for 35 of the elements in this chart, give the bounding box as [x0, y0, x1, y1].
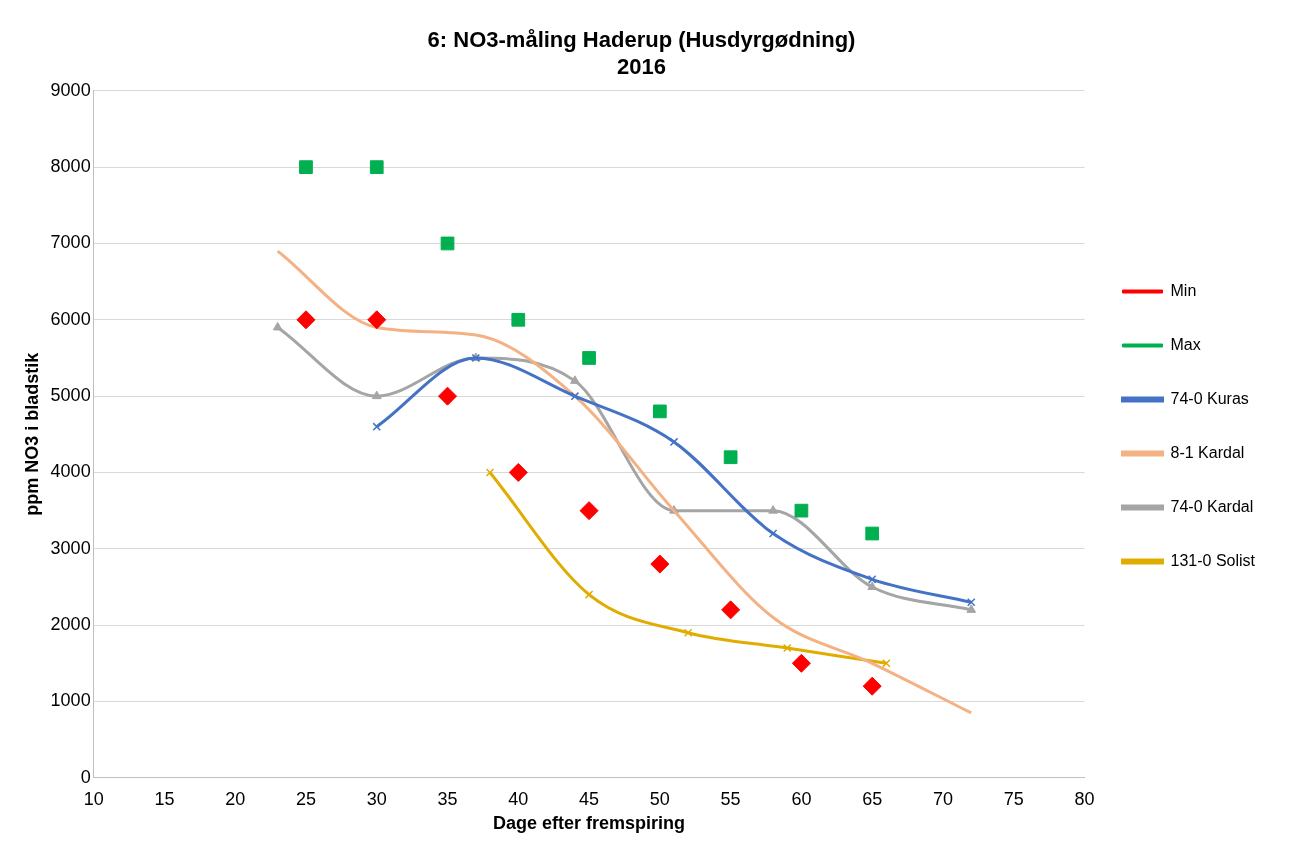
x-tick-label: 20 [225, 788, 246, 809]
y-tick-label: 5000 [50, 385, 91, 406]
x-axis-title: Dage efter fremspiring [493, 813, 686, 834]
text: 6: NO3-måling Haderup (Husdyrgødning) [427, 27, 856, 53]
x-tick-label: 50 [649, 788, 670, 809]
y-tick-label: 8000 [50, 156, 91, 177]
x-tick-label: 15 [154, 788, 175, 809]
x-tick-label: 25 [295, 788, 316, 809]
x-tick-label: 40 [508, 788, 529, 809]
y-tick-label: 6000 [50, 308, 91, 329]
x-tick-label: 45 [579, 788, 600, 809]
y-tick-label: 4000 [50, 461, 91, 482]
x-tick-label: 35 [437, 788, 458, 809]
y-tick-label: 7000 [50, 232, 91, 253]
legend-label: Max [1170, 335, 1201, 353]
y-tick-label: 2000 [50, 614, 91, 635]
x-tick-label: 65 [862, 788, 883, 809]
x-tick-label: 30 [366, 788, 387, 809]
y-tick-label: 9000 [50, 79, 91, 100]
legend-label: 74-0 Kardal [1170, 497, 1254, 515]
legend-label: Min [1170, 281, 1197, 299]
legend-label: 74-0 Kuras [1170, 389, 1249, 407]
y-tick-label: 1000 [50, 690, 91, 711]
x-tick-label: 80 [1074, 788, 1095, 809]
y-tick-label: 3000 [50, 537, 91, 558]
y-axis-title: ppm NO3 i bladstik [21, 351, 42, 516]
text: 2016 [617, 53, 666, 79]
x-tick-label: 10 [83, 788, 104, 809]
x-tick-label: 60 [791, 788, 812, 809]
y-tick-label: 0 [80, 766, 91, 787]
x-tick-label: 75 [1003, 788, 1024, 809]
legend-label: 131-0 Solist [1170, 551, 1256, 569]
legend-label: 8-1 Kardal [1170, 443, 1245, 461]
x-tick-label: 70 [932, 788, 953, 809]
x-tick-label: 55 [720, 788, 741, 809]
